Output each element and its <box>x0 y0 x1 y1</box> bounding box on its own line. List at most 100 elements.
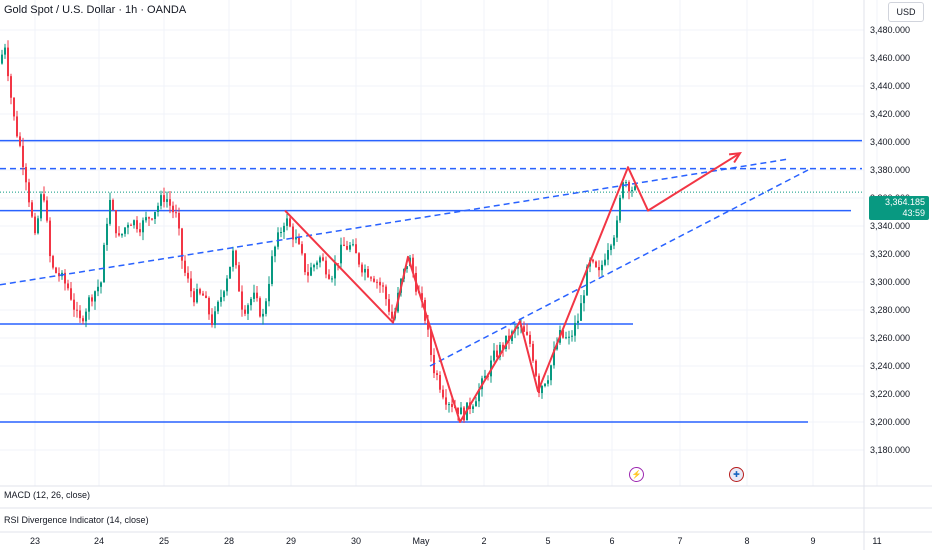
candle-body <box>67 283 69 289</box>
y-tick-label: 3,380.000 <box>870 165 910 175</box>
x-tick-label: 30 <box>351 536 361 546</box>
candle-body <box>358 253 360 265</box>
candle-body <box>493 350 495 361</box>
x-tick-label: 2 <box>481 536 486 546</box>
candle-body <box>22 145 24 167</box>
rsi-indicator-label[interactable]: RSI Divergence Indicator (14, close) <box>4 515 149 525</box>
candle-body <box>316 262 318 265</box>
y-tick-label: 3,480.000 <box>870 25 910 35</box>
candle-body <box>364 268 366 273</box>
candle-body <box>172 205 174 213</box>
candle-body <box>283 225 285 233</box>
candle-body <box>70 288 72 300</box>
candle-body <box>526 331 528 335</box>
trendline <box>429 169 809 367</box>
y-tick-label: 3,280.000 <box>870 305 910 315</box>
candle-body <box>88 297 90 312</box>
candle-body <box>550 365 552 381</box>
candle-body <box>115 210 117 234</box>
candle-body <box>349 245 351 250</box>
candle-body <box>625 182 627 184</box>
candle-body <box>226 278 228 292</box>
candle-body <box>373 278 375 282</box>
macd-indicator-label[interactable]: MACD (12, 26, close) <box>4 490 91 500</box>
candle-body <box>100 282 102 287</box>
candle-body <box>253 292 255 299</box>
candle-body <box>40 194 42 219</box>
candle-body <box>94 291 96 302</box>
candle-body <box>496 350 498 358</box>
y-tick-label: 3,460.000 <box>870 53 910 63</box>
y-tick-label: 3,340.000 <box>870 221 910 231</box>
candle-body <box>49 220 51 257</box>
candle-body <box>472 406 474 410</box>
candle-body <box>127 224 129 228</box>
candle-body <box>568 336 570 338</box>
candle-body <box>292 226 294 240</box>
candle-body <box>241 291 243 310</box>
candle-body <box>532 343 534 361</box>
candle-body <box>475 401 477 407</box>
candle-body <box>457 407 459 415</box>
candle-body <box>604 259 606 265</box>
candle-body <box>97 286 99 292</box>
bar-countdown: 43:59 <box>902 208 925 218</box>
candle-body <box>187 272 189 279</box>
candle-body <box>346 246 348 250</box>
candle-body <box>262 313 264 317</box>
candle-body <box>445 397 447 405</box>
candle-body <box>64 272 66 284</box>
candle-body <box>442 389 444 398</box>
candle-body <box>571 335 573 337</box>
candle-body <box>544 383 546 387</box>
candle-body <box>205 295 207 298</box>
candle-body <box>223 291 225 298</box>
y-tick-label: 3,240.000 <box>870 361 910 371</box>
candle-body <box>313 264 315 268</box>
candle-body <box>118 233 120 236</box>
candle-body <box>103 244 105 283</box>
candle-body <box>52 256 54 268</box>
candle-body <box>307 272 309 276</box>
candle-body <box>325 260 327 275</box>
candle-body <box>502 344 504 349</box>
candle-body <box>421 293 423 300</box>
candle-body <box>634 186 636 190</box>
candle-body <box>1 54 3 64</box>
candle-body <box>256 292 258 299</box>
candle-body <box>334 263 336 279</box>
candle-body <box>178 212 180 229</box>
candle-body <box>4 47 6 55</box>
candle-body <box>79 310 81 319</box>
x-tick-label: 29 <box>286 536 296 546</box>
x-tick-label: 28 <box>224 536 234 546</box>
candle-body <box>580 303 582 321</box>
candle-body <box>166 199 168 202</box>
candle-body <box>628 182 630 192</box>
x-tick-label: 24 <box>94 536 104 546</box>
candle-body <box>388 299 390 312</box>
x-tick-label: 9 <box>810 536 815 546</box>
candle-body <box>151 218 153 220</box>
candle-body <box>391 311 393 319</box>
candle-body <box>277 232 279 247</box>
candle-body <box>112 199 114 211</box>
candle-body <box>616 220 618 238</box>
candle-body <box>439 375 441 390</box>
currency-selector[interactable]: USD <box>888 2 924 22</box>
us-flag-icon[interactable]: ✚ <box>729 467 744 482</box>
candle-body <box>505 335 507 349</box>
current-price-tag: 3,364.185 43:59 <box>869 196 929 220</box>
candle-body <box>268 283 270 302</box>
pattern-projection-path <box>284 152 741 423</box>
candle-body <box>337 263 339 265</box>
candle-body <box>619 197 621 221</box>
candle-body <box>124 227 126 234</box>
lightning-icon[interactable]: ⚡ <box>629 467 644 482</box>
candle-body <box>448 404 450 406</box>
candle-body <box>196 289 198 303</box>
candle-body <box>130 224 132 226</box>
candle-body <box>7 47 9 77</box>
candle-body <box>610 245 612 251</box>
